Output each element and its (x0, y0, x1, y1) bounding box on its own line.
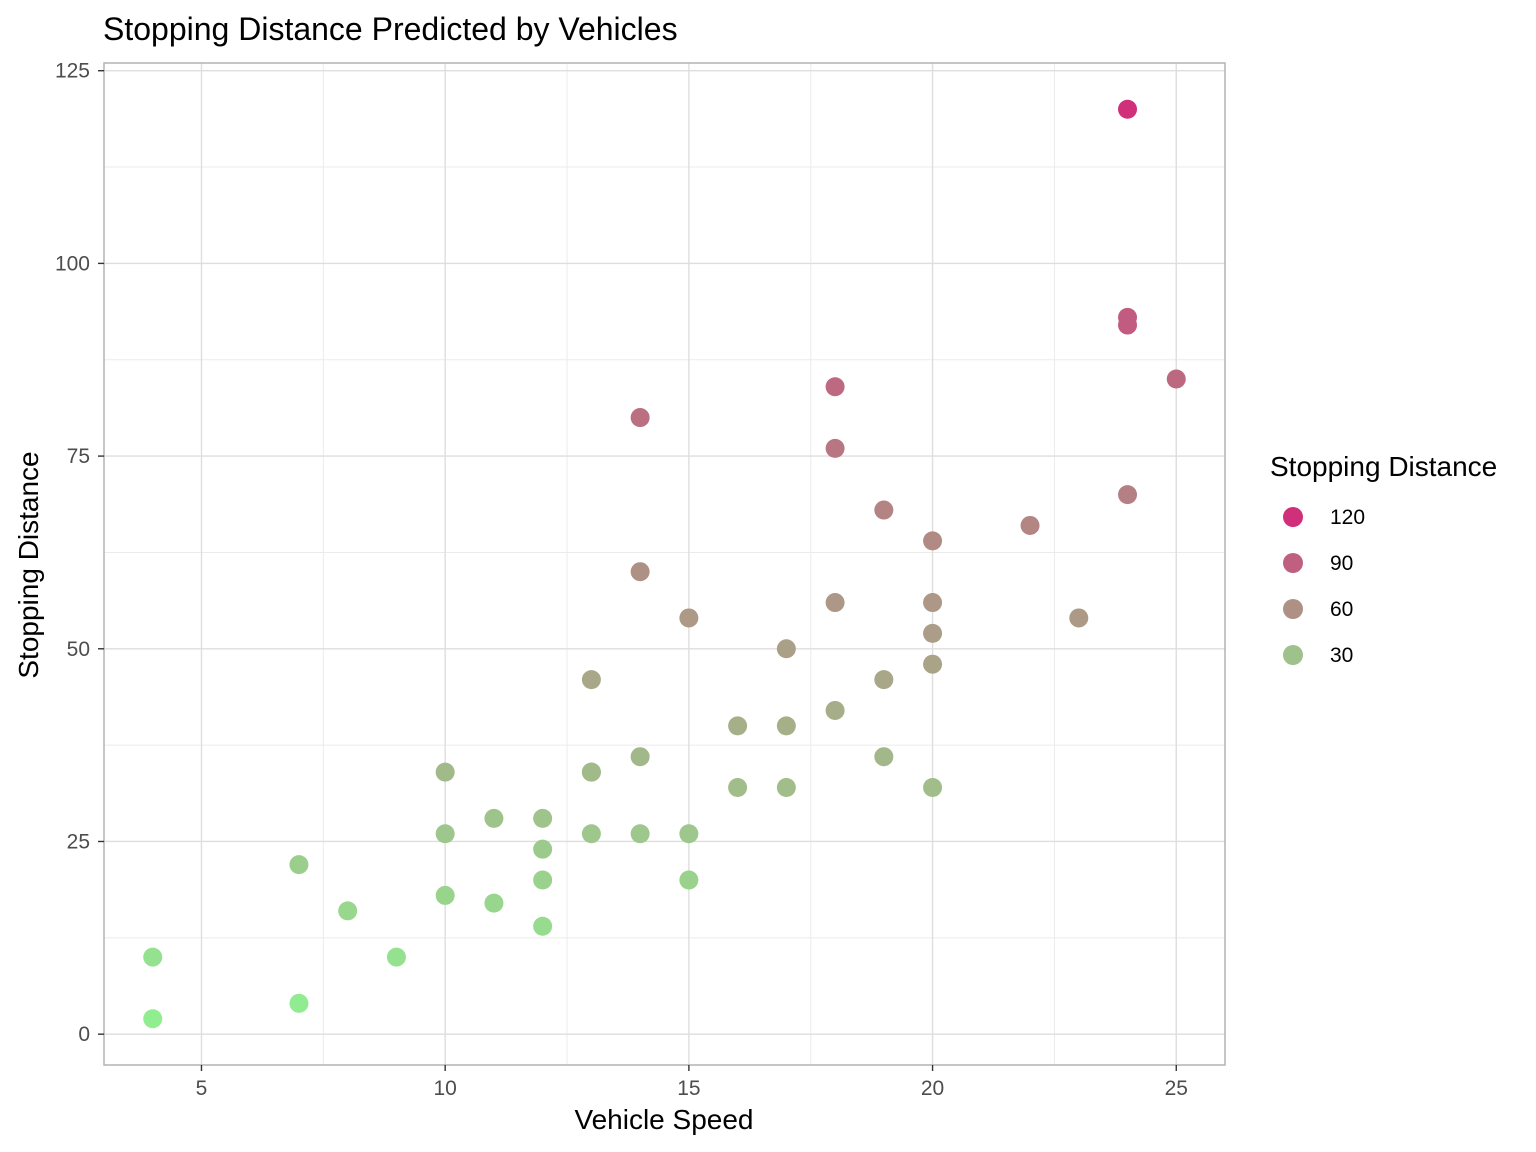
y-axis-title: Stopping Distance (13, 451, 44, 678)
data-point (728, 778, 748, 798)
data-point (338, 901, 358, 921)
data-point (923, 654, 943, 674)
data-point (581, 824, 601, 844)
data-point (1166, 369, 1186, 389)
data-point (679, 608, 699, 628)
data-point (776, 778, 796, 798)
x-tick-label: 20 (921, 1077, 944, 1100)
data-point (825, 438, 845, 458)
data-point (1118, 307, 1138, 327)
legend-key (1283, 599, 1303, 619)
data-point (143, 947, 163, 967)
y-tick-label: 50 (67, 638, 90, 661)
grid (104, 63, 1225, 1065)
data-point (825, 700, 845, 720)
y-tick-label: 125 (55, 60, 90, 83)
legend-key (1283, 507, 1303, 527)
data-point (630, 747, 650, 767)
data-point (533, 870, 553, 890)
y-tick-label: 25 (67, 830, 90, 853)
data-point (1020, 515, 1040, 535)
legend-label: 90 (1330, 552, 1353, 575)
data-point (289, 855, 309, 875)
data-point (533, 839, 553, 859)
x-tick-label: 5 (196, 1077, 208, 1100)
data-point (776, 716, 796, 736)
legend-key (1283, 553, 1303, 573)
x-tick-label: 15 (677, 1077, 700, 1100)
legend-key (1283, 645, 1303, 665)
data-point (484, 808, 504, 828)
data-point (923, 531, 943, 551)
data-point (289, 993, 309, 1013)
data-point (143, 1009, 163, 1029)
legend: Stopping Distance 120 90 60 30 (1270, 451, 1497, 667)
data-point (874, 747, 894, 767)
data-point (581, 670, 601, 690)
data-point (386, 947, 406, 967)
axes: 5 10 15 20 25 0 25 50 75 100 125 (55, 60, 1188, 1100)
data-point (581, 762, 601, 782)
chart-title: Stopping Distance Predicted by Vehicles (103, 11, 678, 47)
data-point (435, 762, 455, 782)
data-point (484, 893, 504, 913)
data-point (533, 916, 553, 936)
data-points (143, 99, 1186, 1029)
data-point (776, 639, 796, 659)
data-point (1118, 485, 1138, 505)
data-point (630, 408, 650, 428)
data-point (1118, 99, 1138, 119)
data-point (874, 500, 894, 520)
data-point (923, 593, 943, 613)
plot-panel-border (103, 62, 1226, 1066)
data-point (533, 808, 553, 828)
data-point (679, 870, 699, 890)
data-point (923, 778, 943, 798)
y-tick-label: 100 (55, 252, 90, 275)
data-point (679, 824, 699, 844)
y-tick-label: 75 (67, 445, 90, 468)
data-point (435, 824, 455, 844)
legend-title: Stopping Distance (1270, 451, 1497, 482)
data-point (923, 623, 943, 643)
data-point (630, 562, 650, 582)
data-point (874, 670, 894, 690)
data-point (728, 716, 748, 736)
legend-label: 60 (1330, 598, 1353, 621)
data-point (825, 377, 845, 397)
y-tick-label: 0 (78, 1023, 90, 1046)
x-tick-label: 10 (433, 1077, 456, 1100)
data-point (1069, 608, 1089, 628)
legend-label: 120 (1330, 506, 1365, 529)
data-point (435, 885, 455, 905)
data-point (630, 824, 650, 844)
data-point (825, 593, 845, 613)
legend-label: 30 (1330, 644, 1353, 667)
x-axis-title: Vehicle Speed (574, 1104, 753, 1135)
x-tick-label: 25 (1165, 1077, 1188, 1100)
